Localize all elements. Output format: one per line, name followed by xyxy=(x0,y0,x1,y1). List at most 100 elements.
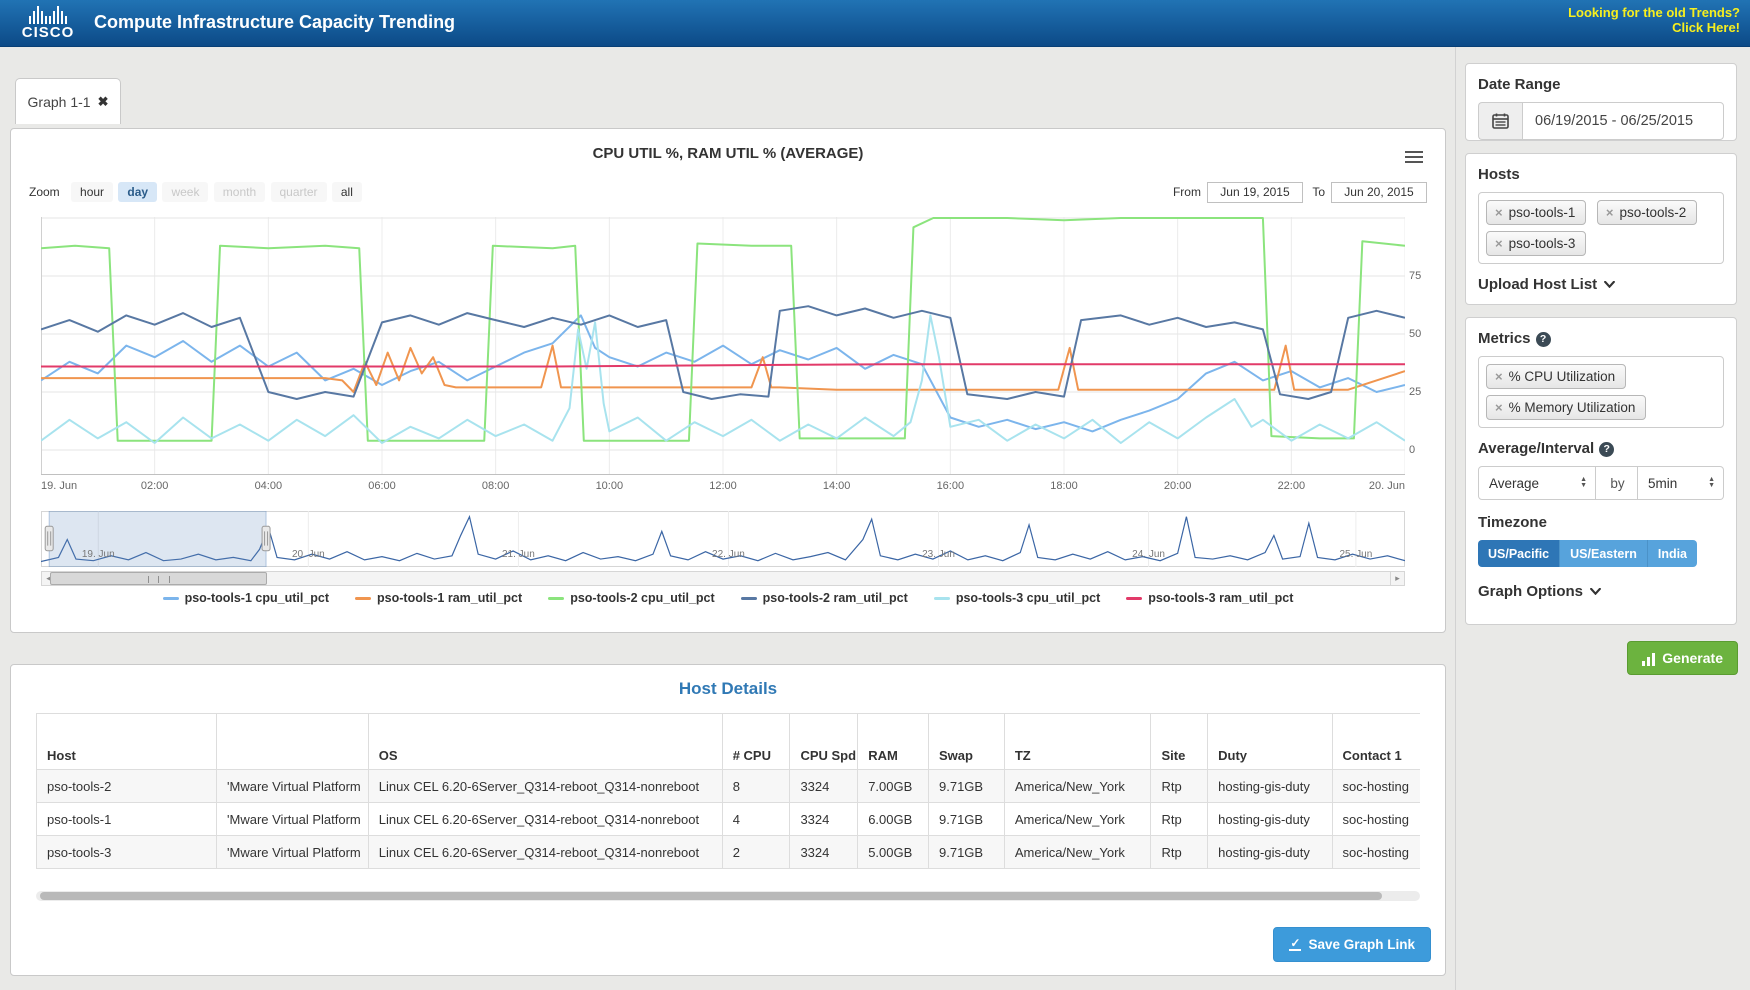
remove-tag-icon[interactable]: × xyxy=(1495,369,1503,384)
save-graph-label: Save Graph Link xyxy=(1308,937,1415,952)
chart-menu-icon[interactable] xyxy=(1405,151,1423,166)
x-tick-label: 02:00 xyxy=(140,480,169,492)
scrollbar-thumb[interactable] xyxy=(50,572,267,585)
select-arrows-icon: ▲ ▼ xyxy=(1580,476,1587,489)
remove-tag-icon[interactable]: × xyxy=(1495,205,1503,220)
date-range-input[interactable] xyxy=(1522,102,1724,140)
legend-item[interactable]: pso-tools-2 cpu_util_pct xyxy=(548,591,715,605)
generate-button[interactable]: Generate xyxy=(1627,641,1738,675)
metric-tag[interactable]: × % Memory Utilization xyxy=(1486,395,1647,420)
calendar-icon[interactable] xyxy=(1478,102,1522,140)
cell-host: pso-tools-1 xyxy=(36,802,218,836)
old-trends-line2[interactable]: Click Here! xyxy=(1672,20,1740,35)
cell-swap: 9.71GB xyxy=(928,769,1005,803)
x-axis-labels: 19. Jun 02:00 04:00 06:00 08:00 10:00 12:00 14:… xyxy=(41,480,1405,495)
x-tick-label: 20. Jun xyxy=(1368,480,1405,492)
cell-ram: 7.00GB xyxy=(857,769,929,803)
by-label: by xyxy=(1596,466,1638,500)
cell-ram: 5.00GB xyxy=(857,835,929,869)
metrics-help-icon[interactable]: ? xyxy=(1535,331,1551,347)
zoom-hour-button[interactable]: hour xyxy=(71,182,114,202)
interval-select[interactable]: 5min ▲ ▼ xyxy=(1638,466,1724,500)
main-chart-canvas xyxy=(41,217,1405,475)
timezone-us-pacific-button[interactable]: US/Pacific xyxy=(1478,540,1561,567)
zoom-day-button[interactable]: day xyxy=(118,182,158,202)
cell-site: Rtp xyxy=(1150,835,1209,869)
cell-ram: 6.00GB xyxy=(857,802,929,836)
graph-options-label: Graph Options xyxy=(1478,583,1583,600)
cell-host: pso-tools-2 xyxy=(36,769,218,803)
generate-label: Generate xyxy=(1662,650,1723,666)
zoom-month-button[interactable]: month xyxy=(213,182,266,202)
y-tick-label: 25 xyxy=(1409,386,1422,398)
remove-tag-icon[interactable]: × xyxy=(1495,236,1503,251)
metrics-tagbox[interactable]: × % CPU Utilization × % Memory Utilization xyxy=(1478,356,1724,428)
host-tag-label: pso-tools-1 xyxy=(1508,205,1576,220)
navigator[interactable] xyxy=(41,511,1405,567)
timezone-india-button[interactable]: India xyxy=(1647,540,1698,567)
cell-duty: hosting-gis-duty xyxy=(1207,769,1333,803)
x-tick-label: 10:00 xyxy=(595,480,624,492)
cell-contact1: soc-hosting xyxy=(1331,769,1420,803)
tab-close-icon[interactable]: ✖ xyxy=(97,93,109,109)
legend-item[interactable]: pso-tools-1 cpu_util_pct xyxy=(162,591,330,605)
old-trends-link[interactable]: Looking for the old Trends? Click Here! xyxy=(1568,5,1740,35)
cell-hw: 'Mware Virtual Platform xyxy=(216,802,369,836)
zoom-quarter-button[interactable]: quarter xyxy=(270,182,327,202)
to-date-input[interactable] xyxy=(1331,181,1427,203)
legend-swatch-icon xyxy=(162,596,179,600)
cell-contact1: soc-hosting xyxy=(1331,802,1420,836)
remove-tag-icon[interactable]: × xyxy=(1605,205,1614,220)
scrollbar-right-arrow[interactable]: ▸ xyxy=(1390,572,1404,585)
timezone-heading: Timezone xyxy=(1478,514,1547,531)
cell-swap: 9.71GB xyxy=(928,835,1005,869)
table-horizontal-scrollbar[interactable] xyxy=(36,891,1420,901)
legend-item[interactable]: pso-tools-1 ram_util_pct xyxy=(355,591,522,605)
tab-label: Graph 1-1 xyxy=(27,93,91,110)
table-header-row: Host OS # CPU CPU Spd RAM Swap TZ Site D… xyxy=(36,713,1420,770)
from-date-input[interactable] xyxy=(1206,181,1303,203)
table-row: pso-tools-2 'Mware Virtual Platform Linu… xyxy=(36,769,1420,803)
hosts-card: Hosts × pso-tools-1 × pso-tools-2 × pso-too… xyxy=(1465,153,1737,305)
legend-item[interactable]: pso-tools-3 ram_util_pct xyxy=(1126,591,1293,605)
chart-legend: pso-tools-1 cpu_util_pct pso-tools-1 ram_… xyxy=(11,591,1445,605)
chevron-down-icon xyxy=(1604,281,1616,288)
y-tick-label: 75 xyxy=(1409,270,1422,282)
cell-cpu-count: 4 xyxy=(721,802,791,836)
legend-item[interactable]: pso-tools-2 ram_util_pct xyxy=(740,591,908,605)
main-chart-area[interactable] xyxy=(41,217,1405,475)
cisco-logo: CISCO xyxy=(16,4,80,41)
legend-item[interactable]: pso-tools-3 cpu_util_pct xyxy=(933,591,1100,605)
legend-swatch-icon xyxy=(740,596,757,600)
timezone-us-eastern-button[interactable]: US/Eastern xyxy=(1560,540,1648,567)
average-select[interactable]: Average ▲ ▼ xyxy=(1478,466,1596,500)
upload-host-list-toggle[interactable]: Upload Host List xyxy=(1478,276,1724,293)
host-tag[interactable]: × pso-tools-2 xyxy=(1596,200,1698,225)
host-tag[interactable]: × pso-tools-3 xyxy=(1486,231,1587,256)
y-axis-labels: 0 25 50 75 xyxy=(1407,217,1433,475)
table-scrollbar-thumb[interactable] xyxy=(40,892,1383,900)
hosts-tagbox[interactable]: × pso-tools-1 × pso-tools-2 × pso-tools-3 xyxy=(1478,192,1724,264)
chart-scrollbar[interactable]: ◂ ▸ xyxy=(41,571,1405,586)
cell-duty: hosting-gis-duty xyxy=(1207,802,1333,836)
cell-duty: hosting-gis-duty xyxy=(1207,835,1333,869)
host-tag[interactable]: × pso-tools-1 xyxy=(1486,200,1587,225)
zoom-week-button[interactable]: week xyxy=(162,182,209,202)
remove-tag-icon[interactable]: × xyxy=(1495,400,1503,415)
legend-label: pso-tools-1 cpu_util_pct xyxy=(184,591,330,605)
save-graph-link-button[interactable]: ✓ Save Graph Link xyxy=(1273,927,1431,962)
cell-host: pso-tools-3 xyxy=(36,835,218,869)
save-graph-icon: ✓ xyxy=(1289,936,1302,951)
old-trends-line1[interactable]: Looking for the old Trends? xyxy=(1568,5,1740,20)
average-interval-help-icon[interactable]: ? xyxy=(1599,441,1615,457)
top-navbar: CISCO Compute Infrastructure Capacity Tr… xyxy=(0,0,1750,47)
zoom-all-button[interactable]: all xyxy=(331,182,362,202)
metric-tag-label: % CPU Utilization xyxy=(1508,369,1616,384)
tab-graph-1-1[interactable]: Graph 1-1 ✖ xyxy=(15,78,121,124)
cisco-brand-text: CISCO xyxy=(21,24,75,41)
graph-options-toggle[interactable]: Graph Options xyxy=(1478,583,1724,600)
metric-tag[interactable]: × % CPU Utilization xyxy=(1486,364,1627,389)
col-cpu-count: # CPU xyxy=(721,713,791,770)
chart-panel: CPU UTIL %, RAM UTIL % (AVERAGE) Zoom ho… xyxy=(10,128,1446,633)
x-tick-label: 22:00 xyxy=(1277,480,1306,492)
